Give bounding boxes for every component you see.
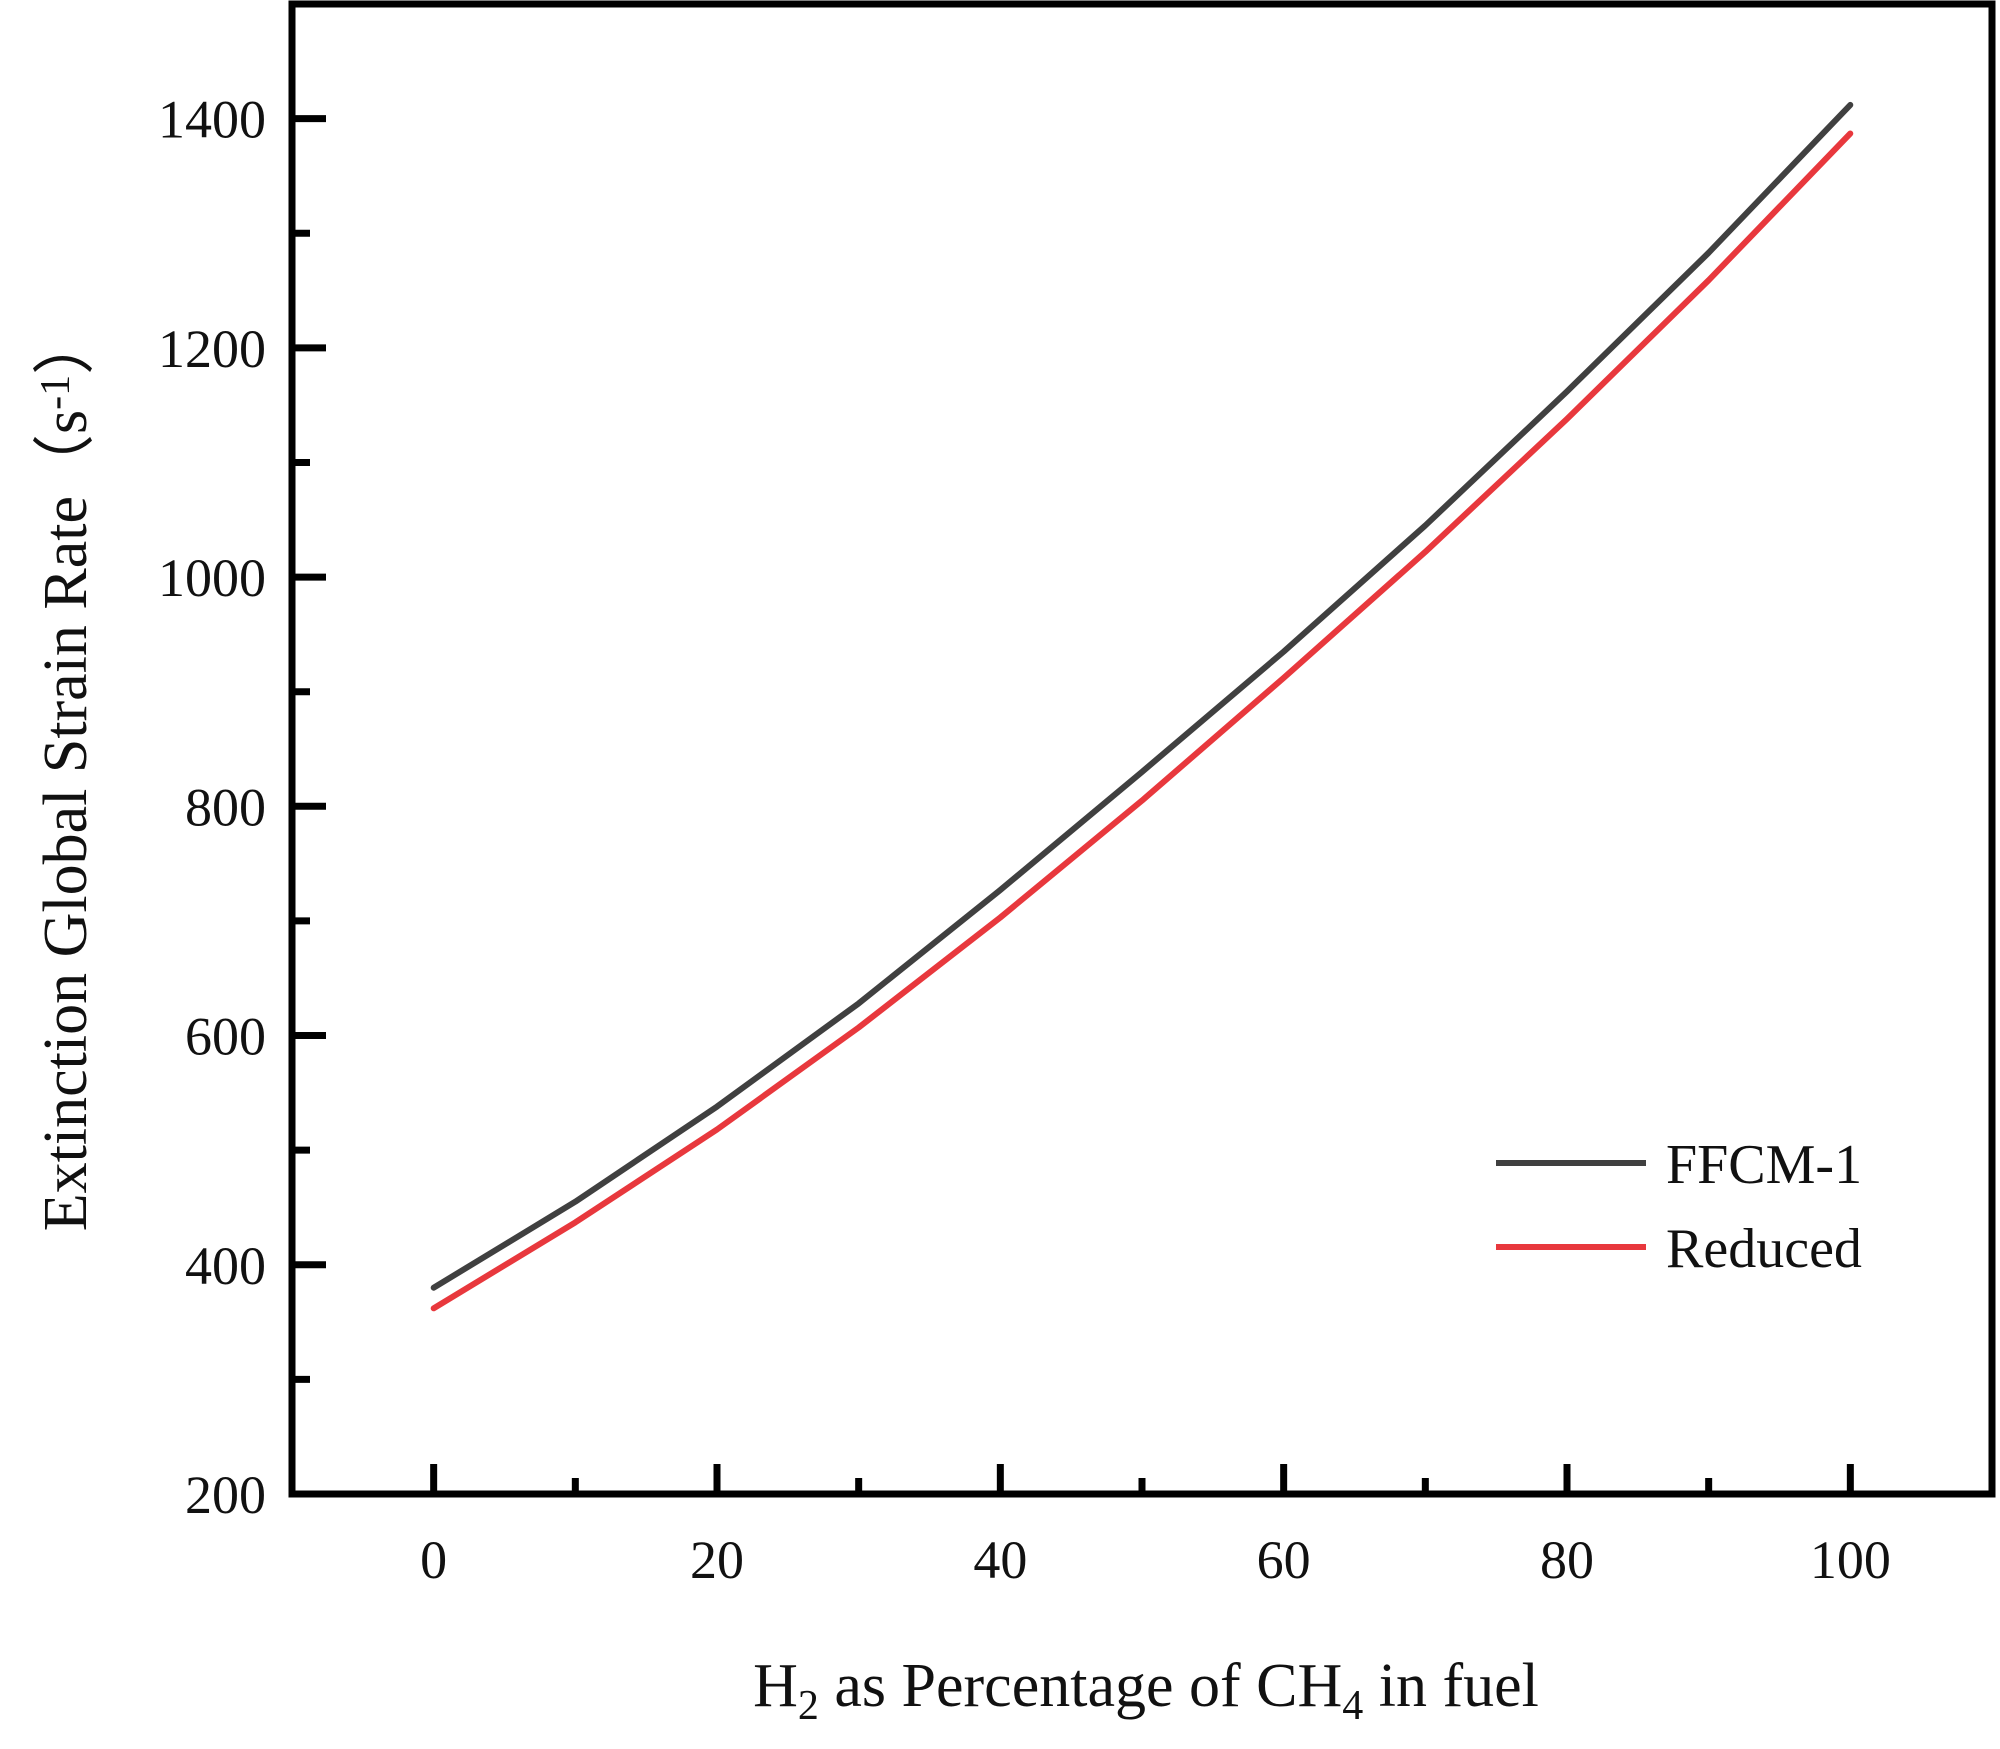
x-tick-label: 60 bbox=[1257, 1530, 1311, 1590]
legend-label: Reduced bbox=[1666, 1218, 1862, 1280]
tick-labels: 0 20 40 60 80 100 200 400 600 800 1000 1200 1400 bbox=[158, 90, 1891, 1590]
y-tick-label: 800 bbox=[185, 777, 266, 837]
x-tick-label: 40 bbox=[973, 1530, 1027, 1590]
y-tick-label: 600 bbox=[185, 1007, 266, 1067]
y-tick-label: 400 bbox=[185, 1236, 266, 1296]
axis-ticks bbox=[292, 115, 1854, 1498]
series-line-reduced bbox=[430, 130, 1854, 1312]
x-tick-label: 0 bbox=[420, 1530, 447, 1590]
x-tick-label: 20 bbox=[690, 1530, 744, 1590]
series-line-ffcm-1 bbox=[430, 101, 1854, 1291]
series-lines bbox=[430, 101, 1854, 1312]
x-axis-title: H2 as Percentage of CH4 in fuel bbox=[753, 1652, 1539, 1729]
legend: FFCM-1 Reduced bbox=[1496, 1134, 1862, 1280]
x-tick-label: 80 bbox=[1540, 1530, 1594, 1590]
y-tick-label: 1200 bbox=[158, 319, 266, 379]
y-axis-title: Extinction Global Strain Rate（s-1） bbox=[32, 313, 100, 1231]
y-tick-label: 1400 bbox=[158, 90, 266, 150]
y-tick-label: 200 bbox=[185, 1465, 266, 1525]
x-tick-label: 100 bbox=[1810, 1530, 1891, 1590]
legend-label: FFCM-1 bbox=[1666, 1134, 1862, 1196]
y-tick-label: 1000 bbox=[158, 548, 266, 608]
